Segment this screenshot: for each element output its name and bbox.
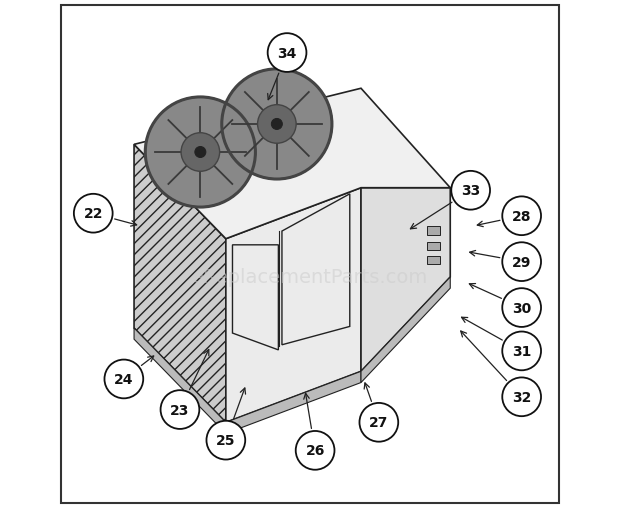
Text: 33: 33 <box>461 184 480 198</box>
Circle shape <box>360 403 398 442</box>
Polygon shape <box>361 188 450 372</box>
Circle shape <box>105 360 143 399</box>
Text: 24: 24 <box>114 372 133 386</box>
Circle shape <box>74 194 113 233</box>
Circle shape <box>268 34 306 73</box>
Text: 27: 27 <box>369 415 389 430</box>
Text: 32: 32 <box>512 390 531 404</box>
Polygon shape <box>226 188 361 422</box>
Text: 23: 23 <box>170 403 190 417</box>
Text: 26: 26 <box>306 443 325 458</box>
Text: 25: 25 <box>216 433 236 447</box>
Polygon shape <box>134 145 226 422</box>
Circle shape <box>296 431 334 470</box>
Polygon shape <box>134 328 226 434</box>
Circle shape <box>145 98 255 208</box>
Circle shape <box>181 133 219 172</box>
Polygon shape <box>226 372 361 434</box>
Circle shape <box>257 105 296 144</box>
Circle shape <box>206 421 246 460</box>
Text: 31: 31 <box>512 344 531 358</box>
Circle shape <box>502 289 541 327</box>
Circle shape <box>272 119 282 130</box>
Text: 22: 22 <box>84 207 103 221</box>
Text: eReplacementParts.com: eReplacementParts.com <box>192 268 428 287</box>
Circle shape <box>502 378 541 416</box>
Text: 30: 30 <box>512 301 531 315</box>
Text: 34: 34 <box>277 46 297 61</box>
Bar <box>427 227 440 235</box>
Bar <box>427 242 440 250</box>
Circle shape <box>195 147 206 158</box>
Circle shape <box>502 197 541 236</box>
Circle shape <box>502 243 541 281</box>
Circle shape <box>451 172 490 210</box>
Polygon shape <box>361 277 450 383</box>
Circle shape <box>161 390 200 429</box>
Polygon shape <box>134 89 450 239</box>
Text: 28: 28 <box>512 209 531 223</box>
Bar <box>427 257 440 265</box>
Circle shape <box>502 332 541 371</box>
Text: 29: 29 <box>512 255 531 269</box>
Circle shape <box>222 70 332 180</box>
